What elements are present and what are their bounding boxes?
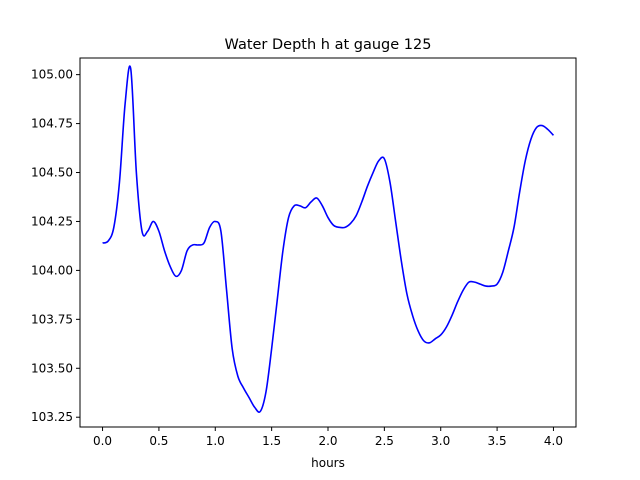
y-tick-label: 104.25 [31,214,73,228]
y-tick-label: 103.25 [31,410,73,424]
x-tick-label: 1.0 [206,434,225,448]
x-tick-label: 1.5 [262,434,281,448]
x-axis: 0.0 0.5 1.0 1.5 2.0 2.5 3.0 3.5 4.0 [93,427,563,448]
chart-title: Water Depth h at gauge 125 [225,37,432,53]
x-tick-label: 0.5 [149,434,168,448]
plot-area [102,65,555,413]
y-tick-label: 103.75 [31,312,73,326]
x-tick-label: 4.0 [544,434,563,448]
y-tick-label: 103.50 [31,361,73,375]
y-axis: 103.25 103.50 103.75 104.00 104.25 104.50 104.… [31,68,80,424]
y-tick-label: 104.75 [31,117,73,131]
x-tick-label: 3.5 [488,434,507,448]
x-tick-label: 0.0 [93,434,112,448]
y-tick-label: 104.00 [31,263,73,277]
series-line-water-depth [102,65,555,413]
x-axis-label: hours [311,456,345,470]
y-tick-label: 105.00 [31,68,73,82]
axes-frame [79,57,577,428]
x-tick-label: 3.0 [431,434,450,448]
x-tick-label: 2.0 [318,434,337,448]
x-tick-label: 2.5 [375,434,394,448]
y-tick-label: 104.50 [31,166,73,180]
